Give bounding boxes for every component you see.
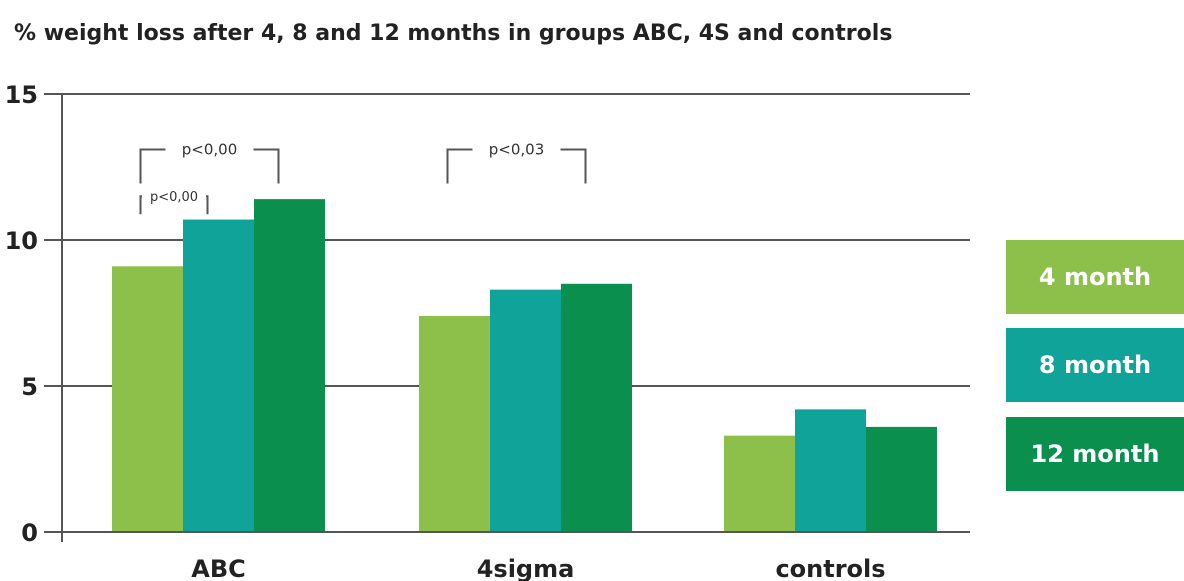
significance-label: p<0,00 <box>150 190 198 205</box>
bar-abc-8-month <box>183 219 254 532</box>
significance-bracket <box>139 195 209 215</box>
y-tick-label: 5 <box>21 373 38 401</box>
bar-4sigma-4-month <box>419 315 490 532</box>
significance-bracket <box>446 148 587 184</box>
significance-bracket <box>139 148 280 184</box>
legend-label: 4 month <box>1039 263 1151 291</box>
bar-4sigma-8-month <box>490 289 561 532</box>
significance-annotations: p<0,00 p<0,00 p<0,03 <box>139 140 587 215</box>
legend-label: 12 month <box>1031 440 1160 468</box>
x-axis-categories: ABC 4sigma controls <box>191 555 885 581</box>
significance-label: p<0,03 <box>489 140 545 158</box>
significance-label: p<0,00 <box>182 140 238 158</box>
y-axis-ticks: 0 5 10 15 <box>5 81 62 547</box>
bar-abc-12-month <box>254 199 325 532</box>
x-category-label: 4sigma <box>477 555 575 581</box>
axes <box>44 94 970 542</box>
y-tick-label: 0 <box>21 519 38 547</box>
bar-controls-12-month <box>866 426 937 532</box>
bar-abc-4-month <box>112 266 183 532</box>
bar-controls-8-month <box>795 409 866 532</box>
y-tick-label: 15 <box>5 81 38 109</box>
bars <box>112 199 937 532</box>
chart-title: % weight loss after 4, 8 and 12 months i… <box>14 21 892 46</box>
legend-label: 8 month <box>1039 351 1151 379</box>
bar-4sigma-12-month <box>561 283 632 532</box>
legend-swatch <box>1006 328 1184 402</box>
legend-swatch <box>1006 417 1184 491</box>
y-tick-label: 10 <box>5 227 38 255</box>
legend: 4 month 8 month 12 month <box>1006 240 1184 491</box>
legend-swatch <box>1006 240 1184 314</box>
bar-controls-4-month <box>724 435 795 532</box>
x-category-label: controls <box>775 555 885 581</box>
x-category-label: ABC <box>191 555 245 581</box>
